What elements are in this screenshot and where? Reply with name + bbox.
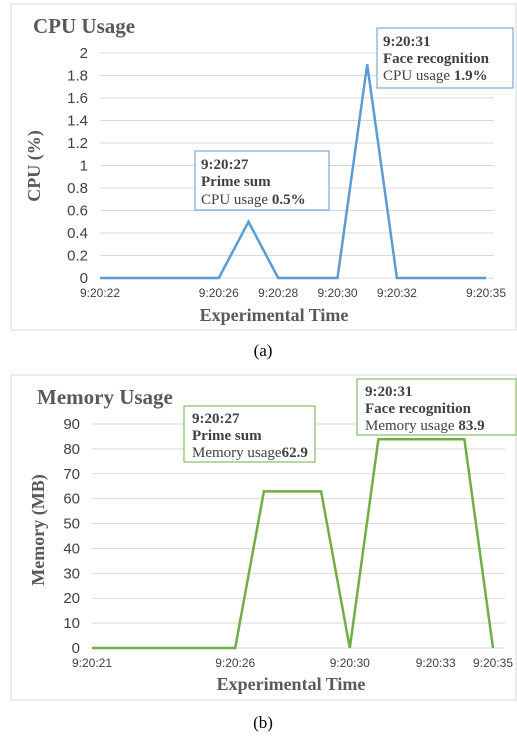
cpu-chart: CPU Usage 0 0.2 0.4 0.6 0.8 1 1.2 1.4 1.6 1.8 2 9:… [10,3,517,331]
mem-x-tick-label: 9:20:21 [72,656,112,670]
cpu-x-tick-label: 9:20:26 [199,286,239,300]
cpu-x-tick-label: 9:20:22 [80,286,120,300]
cpu-y-tick-labels: 0 0.2 0.4 0.6 0.8 1 1.2 1.4 1.6 1.8 2 [67,45,88,287]
cpu-y-tick-label: 0.6 [67,203,88,220]
cpu-annotation-prime-sum-value: 0.5% [272,192,306,208]
mem-x-tick-label: 9:20:26 [215,656,255,670]
memory-x-axis-label: Experimental Time [217,674,366,694]
cpu-x-tick-label: 9:20:35 [466,286,506,300]
cpu-annotation-face-recognition-value: 1.9% [454,68,488,84]
memory-chart: Memory Usage 0 10 20 30 40 50 60 70 80 90 9:20:21… [10,374,517,701]
cpu-annotation-face-recognition-task: Face recognition [383,51,490,67]
cpu-y-tick-label: 2 [80,45,88,62]
cpu-annotation-prime-sum: 9:20:27 Prime sum CPU usage 0.5% [194,150,330,211]
cpu-x-axis-label: Experimental Time [200,305,349,325]
memory-annotation-prime-sum-value: 62.9 [282,445,308,461]
mem-y-tick-label: 10 [63,615,80,632]
mem-x-tick-label: 9:20:35 [473,656,513,670]
cpu-annotation-prime-sum-text: CPU usage 0.5% [201,192,306,208]
memory-series-line [92,437,495,650]
memory-annotation-face-recognition-text: Memory usage 83.9 [365,418,485,434]
caption-a: (a) [254,341,273,360]
mem-y-tick-label: 40 [63,540,80,557]
cpu-x-tick-label: 9:20:28 [258,286,298,300]
cpu-annotation-face-recognition: 9:20:31 Face recognition CPU usage 1.9% [376,27,514,89]
memory-annotation-face-recognition-label: Memory usage [365,418,455,434]
mem-y-tick-label: 70 [63,466,80,483]
cpu-annotation-prime-sum-box [194,150,330,211]
cpu-y-axis-label: CPU (%) [24,130,45,201]
cpu-annotation-face-recognition-label: CPU usage [383,68,450,84]
cpu-series-line [100,64,486,280]
memory-annotation-prime-sum-task: Prime sum [192,428,262,444]
cpu-y-tick-label: 0.8 [67,180,88,197]
cpu-y-tick-label: 1.8 [67,68,88,85]
cpu-annotation-prime-sum-time: 9:20:27 [201,157,249,173]
memory-y-axis-label: Memory (MB) [28,474,49,585]
cpu-y-tick-label: 1 [80,158,88,175]
memory-chart-title: Memory Usage [37,385,173,409]
cpu-chart-title: CPU Usage [33,14,135,38]
cpu-x-tick-label: 9:20:32 [377,286,417,300]
memory-x-tick-labels: 9:20:21 9:20:26 9:20:30 9:20:33 9:20:35 [72,656,513,670]
memory-annotation-prime-sum-box [183,405,316,463]
cpu-x-tick-label: 9:20:30 [318,286,358,300]
mem-y-tick-label: 0 [72,640,80,657]
cpu-x-tick-labels: 9:20:22 9:20:26 9:20:28 9:20:30 9:20:32 9:20:… [80,286,506,300]
memory-annotation-prime-sum: 9:20:27 Prime sum Memory usage62.9 [183,405,316,463]
cpu-y-tick-label: 0.4 [67,225,88,242]
mem-y-tick-label: 80 [63,441,80,458]
mem-y-tick-label: 60 [63,491,80,508]
cpu-y-tick-label: 0 [80,270,88,287]
mem-y-tick-label: 20 [63,590,80,607]
memory-annotation-prime-sum-time: 9:20:27 [192,411,240,427]
cpu-annotation-face-recognition-box [376,27,514,89]
memory-y-tick-labels: 0 10 20 30 40 50 60 70 80 90 [63,416,80,657]
memory-annotation-prime-sum-label: Memory usage [192,445,282,461]
caption-b: (b) [253,713,273,732]
memory-annotation-face-recognition-box [356,378,517,436]
memory-annotation-prime-sum-text: Memory usage62.9 [192,445,308,461]
memory-annotation-face-recognition-task: Face recognition [365,401,472,417]
cpu-annotation-face-recognition-text: CPU usage 1.9% [383,68,488,84]
memory-annotation-face-recognition: 9:20:31 Face recognition Memory usage 83… [356,378,517,436]
cpu-annotation-prime-sum-task: Prime sum [201,174,271,190]
cpu-y-tick-label: 1.4 [67,113,88,130]
cpu-annotation-prime-sum-label: CPU usage [201,192,268,208]
cpu-y-tick-label: 1.2 [67,135,88,152]
cpu-y-tick-label: 1.6 [67,90,88,107]
cpu-annotation-face-recognition-time: 9:20:31 [383,34,431,50]
mem-y-tick-label: 90 [63,416,80,433]
cpu-y-tick-label: 0.2 [67,248,88,265]
memory-annotation-face-recognition-time: 9:20:31 [365,384,413,400]
mem-x-tick-label: 9:20:30 [330,656,370,670]
memory-annotation-face-recognition-value: 83.9 [458,418,484,434]
mem-x-tick-label: 9:20:33 [416,656,456,670]
mem-y-tick-label: 50 [63,516,80,533]
mem-y-tick-label: 30 [63,565,80,582]
